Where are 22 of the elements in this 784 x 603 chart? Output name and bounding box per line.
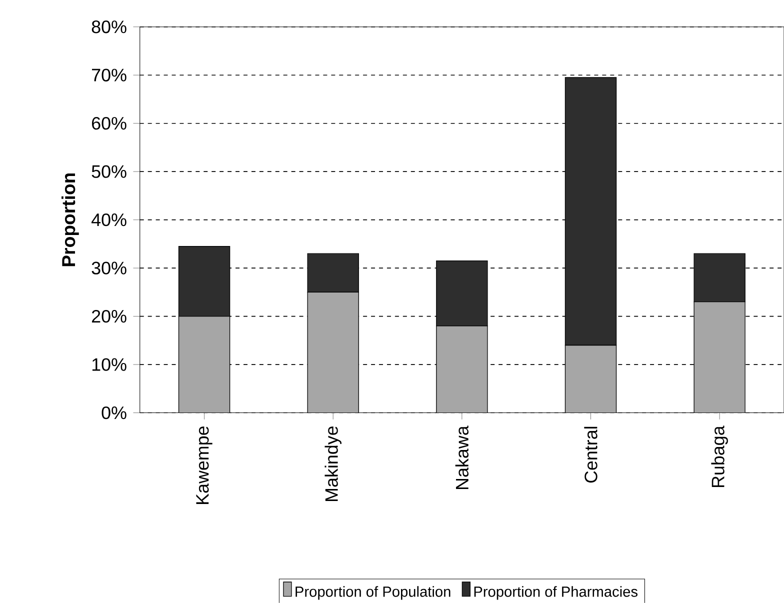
x-tick-label: Central [584,426,598,483]
y-tick-label: 70% [92,68,126,82]
y-tick-label: 60% [92,117,126,130]
bar [564,344,617,413]
y-tick-label: 40% [92,214,126,226]
legend-label: Proportion of Population [296,586,450,600]
legend-label: Proportion of Pharmacies [474,586,638,600]
x-tick-label: Rubaga [711,426,728,488]
y-tick-label: 50% [92,165,126,178]
y-tick-label: 30% [92,262,126,274]
x-tick-label: Makindye [324,426,342,501]
x-tick-label: Kawempe [196,426,212,504]
y-tick-label: 10% [92,358,126,371]
bar [307,292,359,413]
y-tick-label: 20% [92,310,126,323]
x-tick-label: Nakawa [455,426,469,490]
y-tick-label: 0% [102,406,126,420]
y-axis-title: Proportion [62,173,79,266]
bar [694,302,746,413]
y-tick-label: 80% [92,20,126,34]
bar [436,326,488,413]
bar [178,316,230,413]
